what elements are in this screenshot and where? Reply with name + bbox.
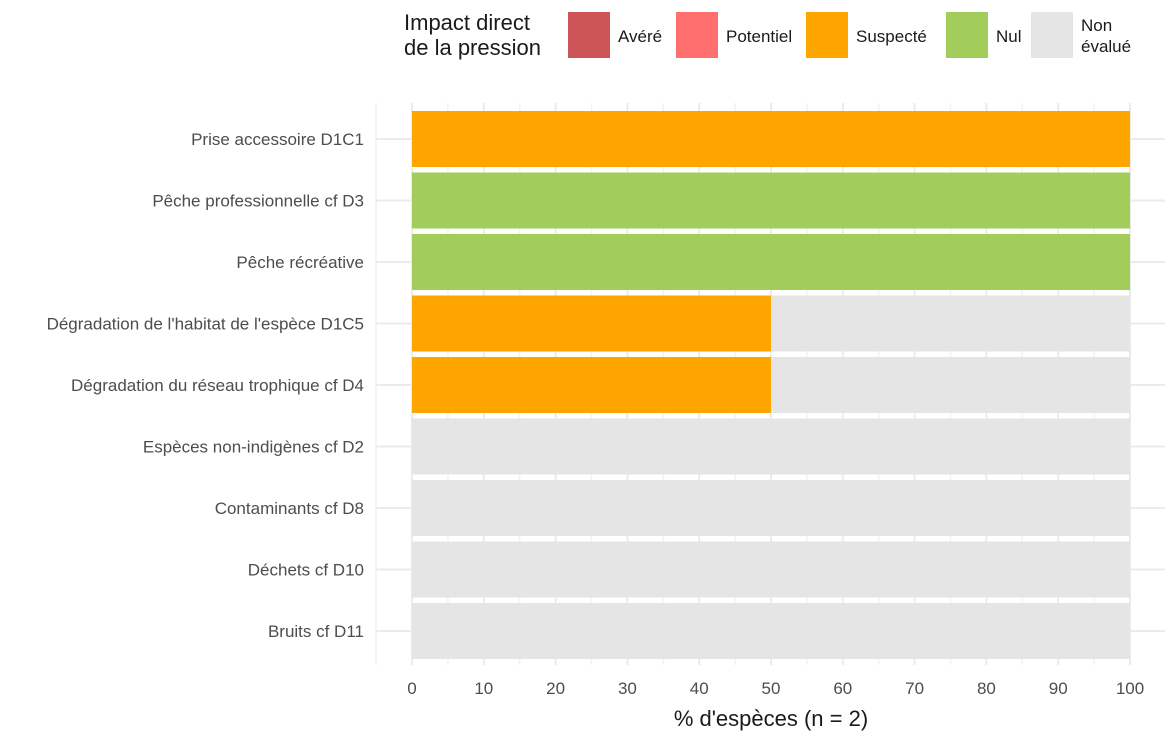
category-label: Dégradation du réseau trophique cf D4 [71,376,364,395]
bar-segment: Déchets cf D10 — Non évalué: 100 [412,541,1130,598]
legend-item: Avéré [568,12,662,58]
legend-item: Nul [946,12,1022,58]
category-label: Espèces non-indigènes cf D2 [143,438,364,457]
bar-segment: Dégradation de l'habitat de l'espèce D1C… [771,295,1130,352]
x-tick-label: 30 [618,679,637,698]
category-labels: Prise accessoire D1C1 Pêche professionnel… [47,130,364,641]
bar-segment: Pêche professionnelle cf D3 — Nul: 100 [412,172,1130,229]
x-tick-label: 10 [474,679,493,698]
x-tick-label: 40 [690,679,709,698]
category-label: Pêche récréative [236,253,364,272]
legend-key [806,12,848,58]
bar-segment: Espèces non-indigènes cf D2 — Non évalué… [412,418,1130,475]
x-tick-label: 20 [546,679,565,698]
x-tick-labels: 0 10 20 30 40 50 60 70 80 90 100 [407,679,1144,698]
category-label: Pêche professionnelle cf D3 [152,192,364,211]
x-axis-title: % d'espèces (n = 2) [674,706,868,731]
legend-label: Non évalué [1081,16,1131,56]
legend-label: Avéré [618,27,662,46]
legend-item: Non évalué [1031,12,1131,58]
x-tick-label: 100 [1116,679,1144,698]
x-tick-label: 80 [977,679,996,698]
legend-label: Nul [996,27,1022,46]
category-label: Déchets cf D10 [248,561,364,580]
legend-label: Suspecté [856,27,927,46]
x-tick-label: 70 [905,679,924,698]
category-label: Bruits cf D11 [268,622,364,641]
x-tick-label: 90 [1049,679,1068,698]
bar-segment: Dégradation de l'habitat de l'espèce D1C… [412,295,771,352]
bars: Prise accessoire D1C1 — Suspecté: 100Pêc… [412,111,1130,659]
legend-label: Potentiel [726,27,792,46]
category-label: Dégradation de l'habitat de l'espèce D1C… [47,315,364,334]
legend-item: Suspecté [806,12,927,58]
bar-segment: Dégradation du réseau trophique cf D4 — … [412,357,771,413]
legend-key [568,12,610,58]
legend-item: Potentiel [676,12,792,58]
bar-segment: Dégradation du réseau trophique cf D4 — … [771,357,1130,413]
x-tick-label: 0 [407,679,416,698]
legend-key [1031,12,1073,58]
bar-segment: Prise accessoire D1C1 — Suspecté: 100 [412,111,1130,167]
category-label: Prise accessoire D1C1 [191,130,364,149]
category-label: Contaminants cf D8 [215,499,364,518]
bar-segment: Bruits cf D11 — Non évalué: 100 [412,603,1130,659]
legend-key [676,12,718,58]
x-tick-label: 60 [833,679,852,698]
legend: Impact direct de la pression Avéré Potentie… [404,10,1131,60]
x-tick-label: 50 [762,679,781,698]
legend-title: Impact direct de la pression [404,10,541,60]
legend-key [946,12,988,58]
bar-segment: Contaminants cf D8 — Non évalué: 100 [412,480,1130,536]
bar-segment: Pêche récréative — Nul: 100 [412,234,1130,290]
